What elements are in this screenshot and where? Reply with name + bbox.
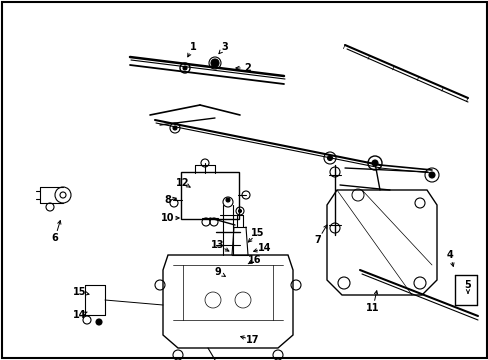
Text: 7: 7 <box>314 235 321 245</box>
Text: 16: 16 <box>248 255 261 265</box>
Text: 17: 17 <box>246 335 259 345</box>
Text: 4: 4 <box>446 250 452 260</box>
Circle shape <box>371 160 377 166</box>
Text: 9: 9 <box>214 267 221 277</box>
Text: 10: 10 <box>161 213 174 223</box>
Circle shape <box>238 210 241 212</box>
Text: 11: 11 <box>366 303 379 313</box>
Text: 15: 15 <box>251 228 264 238</box>
Circle shape <box>428 172 434 178</box>
Text: 3: 3 <box>221 42 228 52</box>
Text: 5: 5 <box>464 280 470 290</box>
Circle shape <box>327 156 332 161</box>
Circle shape <box>210 59 219 67</box>
Text: 13: 13 <box>211 240 224 250</box>
Circle shape <box>96 319 102 325</box>
Text: 2: 2 <box>244 63 251 73</box>
Circle shape <box>173 126 177 130</box>
Text: 14: 14 <box>73 310 86 320</box>
Circle shape <box>225 198 229 202</box>
Text: 6: 6 <box>52 233 58 243</box>
Text: 15: 15 <box>73 287 86 297</box>
Circle shape <box>183 66 186 70</box>
Text: 8: 8 <box>164 195 171 205</box>
Text: 1: 1 <box>189 42 196 52</box>
Text: 12: 12 <box>176 178 189 188</box>
Text: 14: 14 <box>258 243 271 253</box>
